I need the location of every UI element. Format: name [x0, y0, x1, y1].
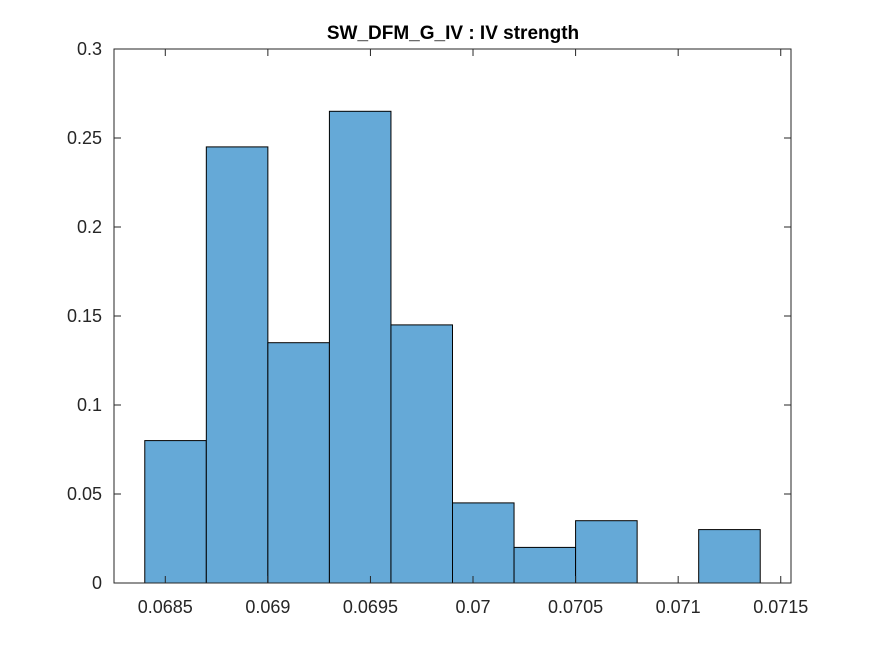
y-tick-label: 0.05 [67, 484, 102, 504]
bars-group [144, 110, 761, 584]
x-tick-label: 0.0695 [343, 597, 398, 617]
x-tick-label: 0.0715 [753, 597, 808, 617]
x-tick-label: 0.07 [455, 597, 490, 617]
x-tick-label: 0.0685 [138, 597, 193, 617]
y-tick-label: 0.15 [67, 306, 102, 326]
histogram-bar [205, 146, 269, 584]
histogram-bar [267, 342, 330, 584]
y-tick-label: 0.2 [77, 217, 102, 237]
chart-title: SW_DFM_G_IV : IV strength [327, 23, 579, 44]
y-tick-label: 0 [92, 573, 102, 593]
histogram-bar [328, 110, 392, 584]
x-tick-label: 0.0705 [548, 597, 603, 617]
y-tick-label: 0.1 [77, 395, 102, 415]
x-tick-label: 0.069 [245, 597, 290, 617]
histogram-bar [390, 324, 454, 584]
histogram-bar [513, 546, 577, 584]
y-tick-label: 0.25 [67, 128, 102, 148]
histogram-bar [452, 502, 515, 584]
y-tick-labels: 0 0.05 0.1 0.15 0.2 0.25 0.3 [67, 39, 102, 593]
histogram-bar [144, 440, 207, 584]
histogram-bar [698, 529, 761, 584]
x-tick-labels: 0.0685 0.069 0.0695 0.07 0.0705 0.071 0.0715 [138, 597, 809, 617]
histogram-bar [575, 520, 638, 584]
y-tick-label: 0.3 [77, 39, 102, 59]
axes-box [113, 48, 792, 584]
x-tick-label: 0.071 [656, 597, 701, 617]
